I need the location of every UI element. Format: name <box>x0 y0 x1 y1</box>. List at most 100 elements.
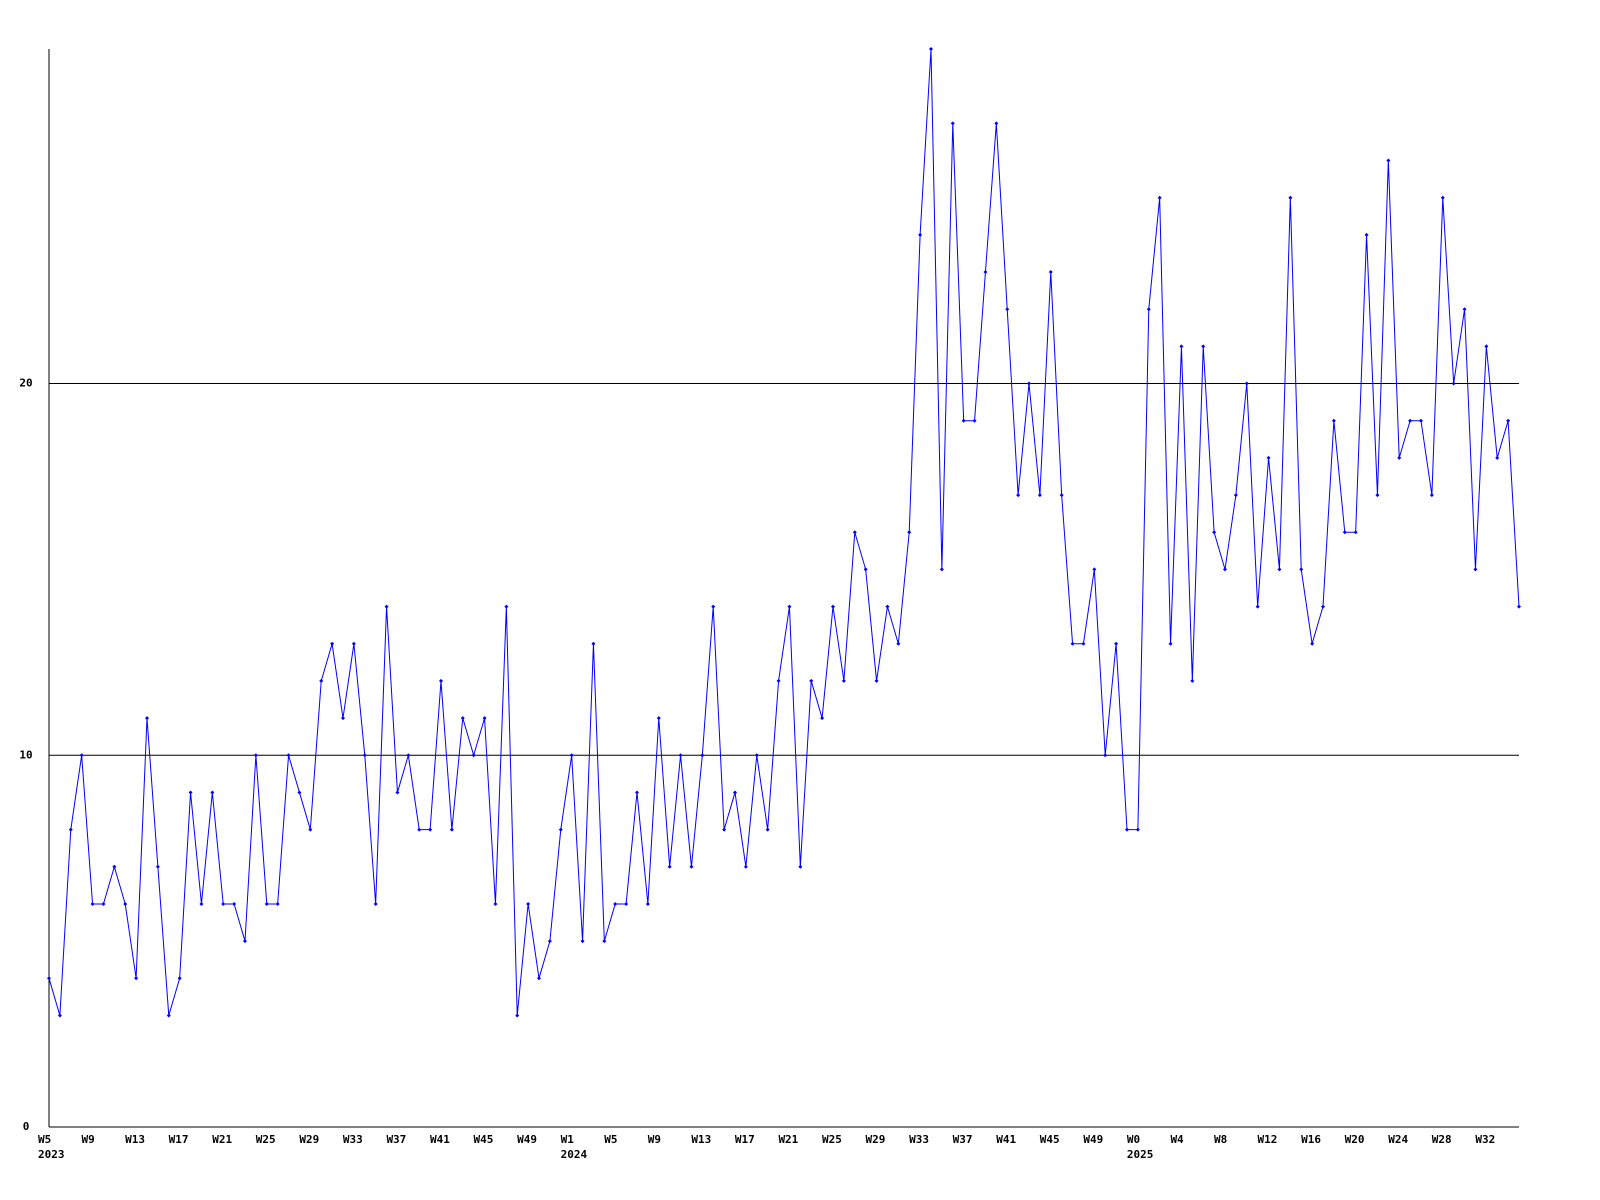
point <box>373 901 378 906</box>
x-tick-label: W21 <box>212 1133 233 1146</box>
x-tick-label: W4 <box>1170 1133 1184 1146</box>
point <box>1027 381 1031 386</box>
point <box>1429 493 1434 498</box>
point <box>1331 418 1336 423</box>
x-tick-label: W1 2024 <box>560 1133 588 1161</box>
x-tick-label: W49 <box>517 1133 537 1146</box>
x-tick-label: W37 <box>386 1133 407 1146</box>
point <box>1233 493 1238 498</box>
x-tick-label: W25 <box>822 1133 842 1146</box>
point <box>330 641 335 646</box>
point <box>1342 530 1347 535</box>
point <box>1255 604 1260 609</box>
point <box>624 901 629 906</box>
point <box>362 753 367 758</box>
point <box>1288 195 1293 200</box>
x-tick-label: W9 <box>81 1133 95 1146</box>
point <box>101 901 106 906</box>
point <box>308 827 313 832</box>
x-tick-label: W33 <box>909 1133 929 1146</box>
point <box>1223 567 1227 572</box>
point <box>406 753 411 758</box>
x-tick-label: W37 <box>952 1133 973 1146</box>
point <box>558 827 563 832</box>
point <box>547 939 552 944</box>
point <box>820 716 825 721</box>
point <box>297 790 302 795</box>
point <box>253 753 258 758</box>
point <box>874 678 879 683</box>
x-tick-label: W45 <box>473 1133 494 1146</box>
x-tick-label: W5 2023 <box>38 1133 65 1161</box>
point <box>569 753 574 758</box>
point <box>199 901 204 906</box>
point <box>493 901 498 906</box>
point <box>1092 567 1097 572</box>
point <box>1037 493 1042 498</box>
point <box>678 753 683 758</box>
point <box>537 976 541 981</box>
x-tick-label: W12 <box>1257 1133 1278 1146</box>
point <box>602 939 607 944</box>
point <box>449 827 454 832</box>
point <box>645 901 650 906</box>
point <box>591 641 596 646</box>
point <box>57 1013 62 1018</box>
point <box>155 864 160 869</box>
point <box>1473 567 1478 572</box>
point <box>1059 493 1064 498</box>
point <box>939 567 944 572</box>
point <box>1375 493 1380 498</box>
point <box>961 418 966 423</box>
point <box>79 753 84 758</box>
y-tick-label: 20 <box>19 377 32 390</box>
point <box>1277 567 1282 572</box>
point <box>232 901 237 906</box>
point <box>765 827 770 832</box>
point <box>1506 418 1511 423</box>
point <box>1397 455 1402 460</box>
point <box>243 939 247 944</box>
y-tick-label: 10 <box>19 748 32 761</box>
point <box>515 1013 520 1018</box>
point <box>341 716 345 721</box>
x-tick-label: W13 <box>691 1133 712 1146</box>
x-tick-label: W17 <box>168 1133 189 1146</box>
point <box>743 864 748 869</box>
point <box>1070 641 1075 646</box>
x-tick-label: W28 <box>1431 1133 1452 1146</box>
point <box>841 678 846 683</box>
line <box>48 48 1520 1016</box>
x-tick-label: W24 <box>1388 1133 1409 1146</box>
point <box>700 753 705 758</box>
point <box>1135 827 1140 832</box>
point <box>1157 195 1162 200</box>
point <box>776 678 781 683</box>
point <box>1201 344 1206 349</box>
point <box>319 678 324 683</box>
point <box>1114 641 1119 646</box>
x-tick-label: W17 <box>734 1133 755 1146</box>
x-tick-label: W5 <box>604 1133 618 1146</box>
point <box>798 864 803 869</box>
point <box>439 678 443 683</box>
point <box>852 530 857 535</box>
point <box>275 901 280 906</box>
point <box>395 790 400 795</box>
x-tick-label: W25 <box>255 1133 276 1146</box>
x-tick-label: W49 <box>1083 1133 1104 1146</box>
point <box>286 753 291 758</box>
x-tick-label: W20 <box>1344 1133 1365 1146</box>
point <box>635 790 639 795</box>
x-tick-label: W21 <box>778 1133 799 1146</box>
x-tick-label: W33 <box>342 1133 363 1146</box>
point <box>1451 381 1456 386</box>
x-tick-label: W29 <box>299 1133 320 1146</box>
x-tick-label: W8 <box>1214 1133 1228 1146</box>
point <box>809 678 814 683</box>
point <box>787 604 792 609</box>
point <box>1212 530 1217 535</box>
point <box>210 790 215 795</box>
point <box>950 121 955 126</box>
